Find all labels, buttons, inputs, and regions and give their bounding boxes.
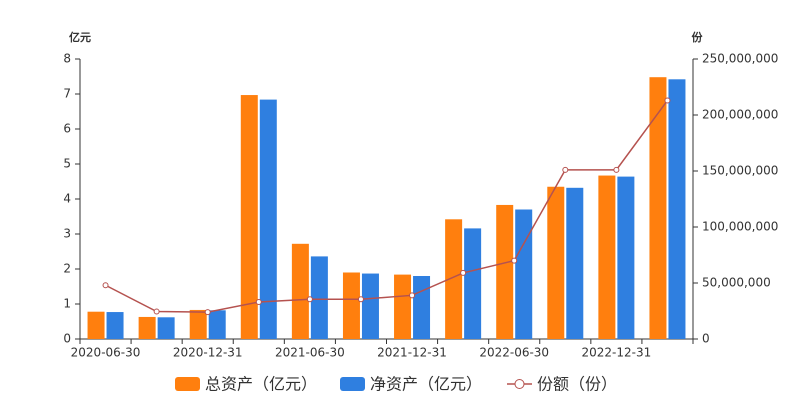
- bar: [310, 256, 328, 339]
- legend-swatch: [340, 377, 365, 391]
- bar: [157, 317, 175, 339]
- bar: [617, 176, 635, 339]
- bar: [547, 186, 565, 339]
- y2-tick-label: 250,000,000: [702, 52, 778, 66]
- y-tick-label: 0: [63, 332, 71, 346]
- bar: [138, 316, 156, 339]
- x-tick-label: 2022-06-30: [479, 346, 549, 360]
- bar: [668, 79, 686, 340]
- line-point: [102, 282, 109, 289]
- bar: [515, 209, 533, 339]
- y-tick-label: 1: [63, 297, 71, 311]
- legend-swatch: [514, 379, 525, 389]
- bar: [291, 243, 309, 339]
- bar: [394, 274, 412, 339]
- line-point: [460, 269, 467, 276]
- line-point: [357, 296, 364, 303]
- legend-swatch: [175, 377, 200, 391]
- y2-tick-label: 100,000,000: [702, 220, 778, 234]
- y2-axis-label: 份: [692, 30, 704, 44]
- bar: [342, 272, 360, 339]
- y-tick-label: 3: [63, 227, 71, 241]
- bar: [566, 187, 584, 339]
- y-tick-label: 8: [63, 52, 71, 66]
- legend-label: 总资产（亿元）: [205, 375, 317, 394]
- y2-tick-label: 50,000,000: [702, 276, 771, 290]
- bar: [106, 312, 124, 339]
- x-tick-label: 2022-12-31: [582, 346, 652, 360]
- x-tick-label: 2021-06-30: [275, 346, 345, 360]
- line: [105, 99, 669, 313]
- x-tick-label: 2020-12-31: [173, 346, 243, 360]
- line-point: [511, 257, 518, 264]
- bar: [208, 310, 226, 339]
- y-tick-label: 4: [63, 192, 71, 206]
- y-axis-label: 亿元: [69, 30, 91, 44]
- bar: [649, 77, 667, 339]
- bar: [240, 95, 258, 339]
- bar: [445, 219, 463, 339]
- line-point: [613, 166, 620, 173]
- y-tick-label: 2: [63, 262, 71, 276]
- y-tick-label: 6: [63, 122, 71, 136]
- y2-tick-label: 200,000,000: [702, 108, 778, 122]
- line-point: [409, 292, 416, 299]
- x-tick-label: 2020-06-30: [71, 346, 141, 360]
- bar: [598, 175, 616, 339]
- line-point: [562, 166, 569, 173]
- bar: [259, 99, 277, 339]
- legend-label: 净资产（亿元）: [370, 375, 482, 394]
- bar: [413, 276, 431, 339]
- y2-tick-label: 150,000,000: [702, 164, 778, 178]
- line-point: [664, 97, 671, 104]
- y-tick-label: 5: [63, 157, 71, 171]
- y2-tick-label: 0: [702, 332, 710, 346]
- bar: [87, 311, 105, 339]
- x-tick-label: 2021-12-31: [377, 346, 447, 360]
- bar: [361, 273, 379, 339]
- line-point: [204, 309, 211, 316]
- line-point: [306, 296, 313, 303]
- bar: [496, 204, 514, 339]
- line-point: [153, 308, 160, 315]
- line-point: [255, 299, 262, 306]
- bar: [189, 309, 207, 339]
- legend-label: 份额（份）: [537, 375, 617, 394]
- bar: [464, 228, 482, 339]
- y-tick-label: 7: [63, 87, 71, 101]
